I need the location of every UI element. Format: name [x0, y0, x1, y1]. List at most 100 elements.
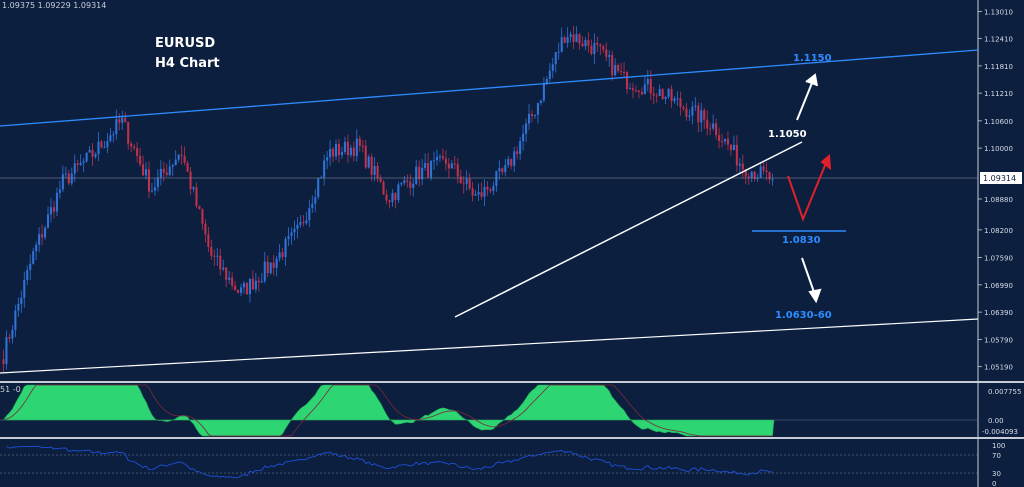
candle-body	[8, 337, 11, 339]
candle-body	[554, 52, 557, 65]
candle-body	[507, 159, 510, 166]
candle-body	[109, 135, 112, 142]
candle-body	[441, 156, 444, 159]
candle-body	[165, 172, 168, 175]
candle-body	[91, 149, 94, 157]
candle-body	[35, 244, 38, 252]
price-axis-tick-label: 1.11810	[984, 63, 1013, 71]
candle-body	[723, 138, 727, 142]
candle-body	[516, 151, 519, 155]
candle-body	[177, 154, 180, 160]
price-axis-tick-label: 1.08200	[984, 227, 1013, 235]
candle-body	[195, 187, 198, 207]
label-1-1150: 1.1150	[793, 53, 832, 64]
candle-body	[679, 98, 682, 108]
candle-body	[139, 155, 142, 165]
candle-body	[168, 166, 171, 175]
candle-body	[700, 110, 703, 123]
candle-body	[406, 180, 409, 182]
candle-body	[587, 40, 590, 46]
candle-body	[468, 178, 471, 189]
candle-body	[418, 166, 421, 180]
candle-body	[688, 115, 691, 117]
candle-body	[329, 148, 332, 158]
candle-body	[293, 228, 296, 233]
candle-body	[340, 151, 344, 156]
candle-body	[456, 164, 459, 177]
candle-body	[213, 255, 216, 257]
candle-body	[326, 157, 329, 161]
candle-body	[646, 78, 649, 85]
candle-body	[637, 90, 640, 92]
candle-body	[530, 113, 534, 116]
candle-body	[590, 45, 593, 54]
candle-body	[76, 163, 79, 165]
price-axis-tick-label: 1.12410	[984, 36, 1013, 44]
candle-body	[32, 251, 35, 264]
candle-body	[85, 152, 88, 162]
candle-body	[625, 72, 629, 90]
candle-body	[115, 119, 118, 135]
candle-body	[308, 208, 311, 221]
candle-body	[228, 277, 231, 280]
candle-body	[64, 173, 67, 175]
candle-body	[608, 55, 611, 57]
candle-body	[162, 168, 165, 173]
candle-body	[183, 155, 186, 163]
candle-body	[694, 105, 697, 107]
candle-body	[765, 170, 768, 173]
candle-body	[563, 37, 566, 43]
candle-body	[735, 144, 738, 166]
candle-body	[94, 154, 97, 157]
candle-body	[661, 89, 664, 99]
price-axis-tick-label: 1.08880	[984, 196, 1013, 204]
candle-body	[266, 261, 269, 274]
candle-body	[575, 34, 578, 43]
price-axis-tick-label: 1.05790	[984, 336, 1013, 344]
candle-body	[41, 234, 44, 238]
candle-body	[248, 278, 251, 295]
candle-body	[153, 187, 156, 191]
candle-body	[712, 123, 715, 129]
candle-body	[376, 165, 379, 179]
candle-body	[136, 148, 139, 156]
candle-body	[483, 186, 486, 197]
candle-body	[762, 166, 765, 171]
arrow-red-bounce	[787, 153, 832, 222]
candle-body	[332, 148, 335, 157]
candle-body	[242, 283, 246, 288]
candle-body	[453, 163, 456, 165]
candle-body	[275, 258, 278, 268]
candle-body	[513, 151, 516, 166]
candle-body	[112, 134, 115, 136]
candle-body	[759, 166, 762, 178]
candle-body	[617, 65, 620, 72]
candle-body	[501, 168, 504, 173]
candle-body	[174, 159, 177, 166]
candle-body	[388, 200, 391, 203]
lower-channel-line	[0, 318, 979, 374]
candle-body	[480, 192, 483, 197]
candle-body	[427, 163, 430, 178]
candle-body	[424, 163, 427, 168]
candle-body	[346, 141, 349, 156]
candle-body	[254, 280, 257, 290]
candle-body	[349, 147, 352, 156]
candle-body	[323, 160, 326, 178]
candle-body	[465, 178, 468, 184]
candle-body	[391, 193, 394, 203]
candle-body	[602, 46, 605, 50]
candle-body	[462, 183, 465, 185]
candle-body	[382, 181, 385, 195]
candle-body	[397, 184, 400, 200]
candle-body	[150, 190, 153, 192]
candle-body	[756, 177, 759, 179]
candle-body	[257, 280, 260, 283]
macd-tick-min: -0.004093	[982, 428, 1018, 436]
candle-body	[525, 123, 528, 134]
candle-body	[296, 224, 299, 229]
rsi-line	[6, 445, 773, 479]
candle-body	[548, 70, 551, 80]
price-axis-tick-label: 1.05190	[984, 364, 1013, 372]
candle-body	[670, 88, 673, 102]
